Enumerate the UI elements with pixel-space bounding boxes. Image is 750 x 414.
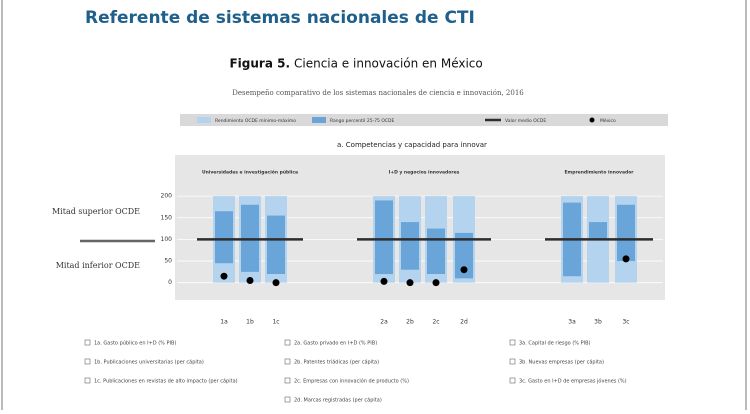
note-icon <box>284 396 291 403</box>
legend-label: Valor medio OCDE <box>505 118 546 124</box>
figure-title: Ciencia e innovación en México <box>294 57 483 71</box>
note-text: 3b. Nuevas empresas (per cápita) <box>519 359 604 366</box>
panel-title: a. Competencias y capacidad para innovar <box>337 141 487 149</box>
note-text: 1c. Publicaciones en revistas de alto im… <box>94 378 238 385</box>
iq-box <box>401 222 419 270</box>
note-icon <box>84 358 91 365</box>
note-icon <box>284 377 291 384</box>
mexico-dot <box>246 277 254 285</box>
y-upper-label: Mitad superior OCDE <box>52 207 140 216</box>
mexico-dot <box>272 279 280 287</box>
x-tick-label: 1b <box>246 319 254 326</box>
mexico-dot <box>460 266 468 274</box>
note-icon <box>84 377 91 384</box>
page-title: Referente de sistemas nacionales de CTI <box>85 8 475 28</box>
mexico-dot <box>380 277 388 285</box>
figure-label: Figura 5. <box>229 57 290 71</box>
mexico-dot <box>622 255 630 263</box>
iq-box <box>375 200 393 275</box>
note-text: 1b. Publicaciones universitarias (per cá… <box>94 359 204 366</box>
note-text: 2d. Marcas registradas (per cápita) <box>294 397 382 404</box>
legend-label: Rango percentil 25-75 OCDE <box>330 118 394 124</box>
legend-swatch <box>197 117 211 123</box>
group-title: Emprendimiento innovador <box>564 170 634 176</box>
iq-box <box>215 211 233 264</box>
x-tick-label: 2b <box>406 319 414 326</box>
x-tick-label: 3c <box>622 319 629 326</box>
mexico-dot <box>220 272 228 280</box>
y-tick-label: 100 <box>161 236 173 243</box>
note-text: 2b. Patentes triádicas (per cápita) <box>294 359 379 366</box>
y-lower-label: Mitad inferior OCDE <box>56 261 140 270</box>
note-icon <box>509 358 516 365</box>
note-icon <box>509 339 516 346</box>
y-tick-label: 50 <box>164 258 172 265</box>
figure-subtitle: Desempeño comparativo de los sistemas na… <box>232 89 524 97</box>
iq-box <box>617 204 635 262</box>
iq-box <box>427 228 445 275</box>
mexico-dot <box>432 279 440 287</box>
legend-swatch <box>589 117 595 123</box>
group-title: Universidades e investigación pública <box>202 169 298 176</box>
note-icon <box>284 339 291 346</box>
x-tick-label: 1c <box>272 319 279 326</box>
group-title: I+D y negocios innovadores <box>389 170 460 176</box>
note-icon <box>284 358 291 365</box>
note-icon <box>509 377 516 384</box>
x-tick-label: 3a <box>568 319 576 326</box>
x-tick-label: 3b <box>594 319 602 326</box>
x-tick-label: 1a <box>220 319 228 326</box>
legend-box <box>180 114 668 126</box>
iq-box <box>267 215 285 275</box>
legend-label: México <box>600 117 616 124</box>
legend-swatch <box>312 117 326 123</box>
y-tick-label: 0 <box>168 279 172 286</box>
note-text: 3a. Capital de riesgo (% PIB) <box>519 341 591 347</box>
note-text: 2c. Empresas con innovación de producto … <box>294 378 409 385</box>
x-tick-label: 2c <box>432 319 439 326</box>
note-text: 2a. Gasto privado en I+D (% PIB) <box>294 341 377 347</box>
iq-box <box>455 232 473 279</box>
x-tick-label: 2a <box>380 319 388 326</box>
y-tick-label: 200 <box>161 193 173 200</box>
note-icon <box>84 339 91 346</box>
x-tick-label: 2d <box>460 319 468 326</box>
legend-label: Rendimiento OCDE mínimo-máximo <box>215 117 296 124</box>
note-text: 3c. Gasto en I+D de empresas jóvenes (%) <box>519 378 627 385</box>
mexico-dot <box>406 279 414 287</box>
y-tick-label: 150 <box>161 214 173 221</box>
iq-box <box>589 222 607 240</box>
note-text: 1a. Gasto público en I+D (% PIB) <box>94 340 176 347</box>
